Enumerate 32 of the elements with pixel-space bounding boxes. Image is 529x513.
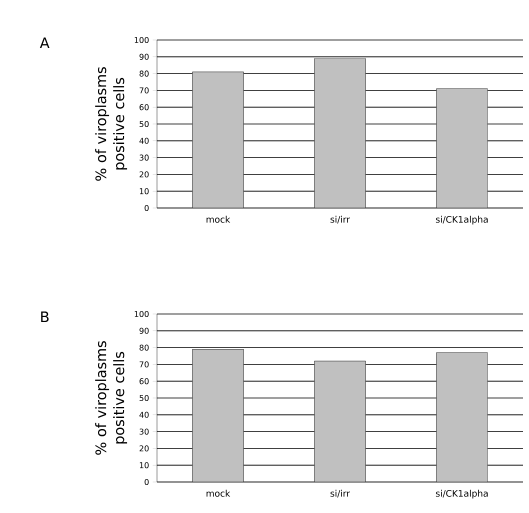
y-tick-label: 70 — [140, 361, 149, 368]
y-axis-title: % of viroplasms positive cells — [95, 341, 128, 455]
y-tick-label: 70 — [140, 87, 149, 94]
y-tick-label: 30 — [140, 428, 149, 435]
y-tick-label: 60 — [140, 378, 149, 384]
y-tick-label: 40 — [139, 138, 149, 144]
x-tick-label: mock — [206, 216, 230, 223]
y-tick-label: 0 — [144, 478, 149, 486]
y-tick-label: 90 — [140, 328, 149, 334]
y-tick-label: 10 — [140, 188, 149, 194]
y-tick-label: 10 — [140, 462, 149, 468]
y-tick-label: 60 — [140, 104, 149, 110]
y-tick-label: 50 — [140, 120, 149, 128]
y-tick-label: 100 — [134, 310, 149, 318]
y-tick-label: 40 — [139, 412, 149, 418]
x-tick-label: si/CK1alpha — [436, 216, 488, 224]
y-tick-label: 80 — [140, 70, 149, 77]
y-tick-label: 100 — [134, 36, 149, 44]
x-tick-label: si/irr — [330, 216, 350, 224]
y-tick-label: 20 — [140, 171, 149, 178]
chart-title: A — [40, 38, 50, 48]
y-tick-label: 80 — [140, 344, 149, 351]
y-tick-label: 50 — [140, 394, 149, 402]
chart-title: B — [41, 312, 49, 322]
x-tick-label: si/irr — [330, 490, 350, 498]
y-tick-label: 30 — [140, 154, 149, 161]
y-tick-label: 90 — [140, 54, 149, 60]
y-tick-label: 0 — [144, 204, 149, 212]
x-tick-label: mock — [206, 490, 230, 497]
y-tick-label: 20 — [140, 445, 149, 452]
x-tick-label: si/CK1alpha — [436, 490, 488, 499]
y-axis-title: % of viroplasms positive cells — [95, 67, 128, 181]
